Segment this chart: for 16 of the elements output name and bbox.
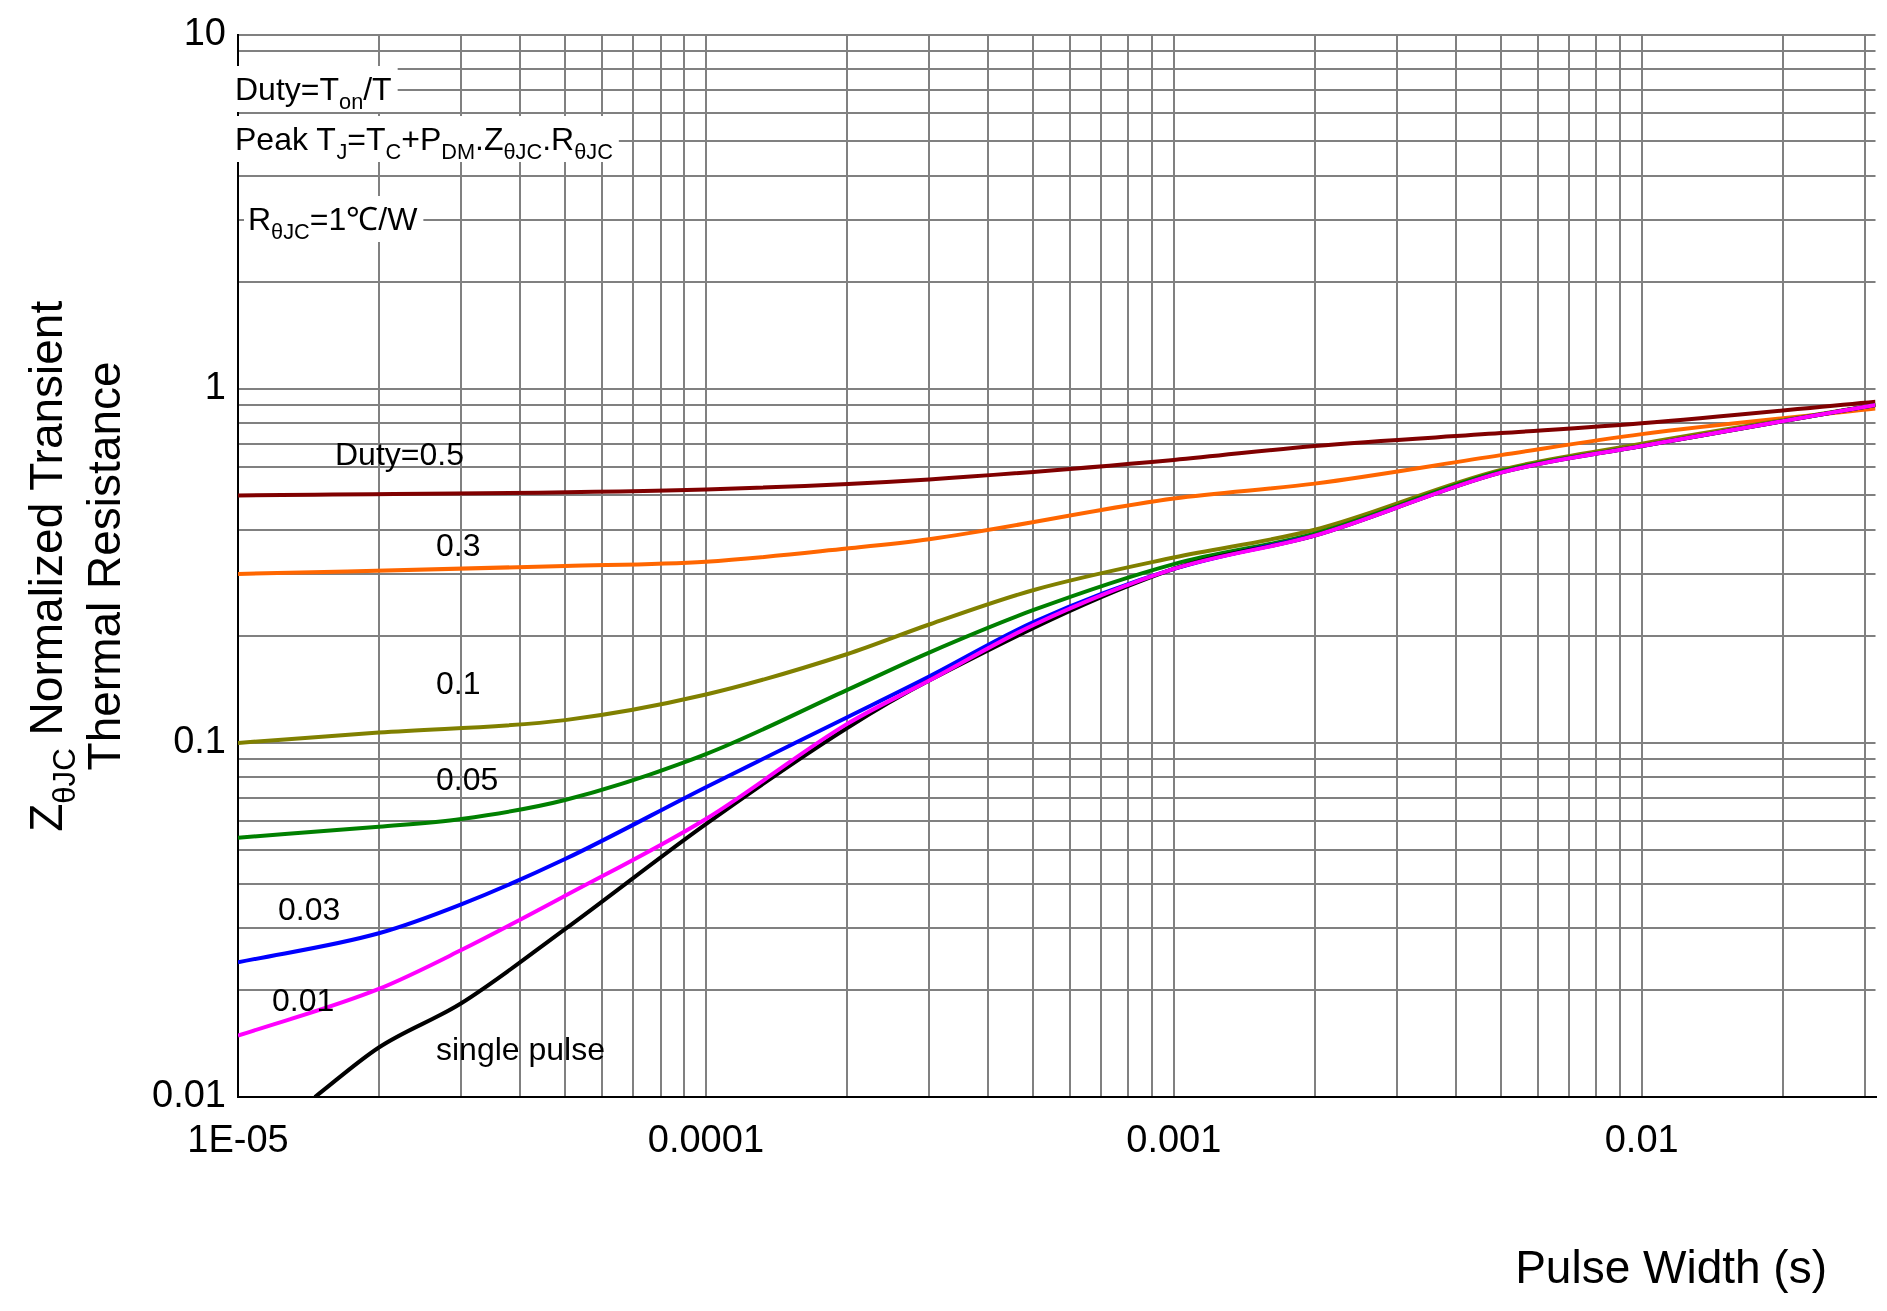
series-label: 0.05 xyxy=(436,761,499,798)
series-label: Duty=0.5 xyxy=(335,436,464,473)
x-tick-label: 1E-05 xyxy=(187,1118,289,1161)
y-tick-label: 0.1 xyxy=(173,719,226,762)
x-tick-label: 0.001 xyxy=(1126,1118,1222,1161)
x-tick-label: 0.0001 xyxy=(647,1118,765,1161)
series-label: 0.01 xyxy=(272,982,335,1019)
series-label: 0.1 xyxy=(436,664,481,701)
x-tick-label: 0.01 xyxy=(1604,1118,1679,1161)
y-tick-label: 10 xyxy=(183,11,226,54)
series-label: 0.3 xyxy=(436,526,481,563)
y-tick-label: 1 xyxy=(204,365,226,408)
y-tick-label: 0.01 xyxy=(152,1073,226,1116)
x-axis-title: Pulse Width (s) xyxy=(1515,1241,1828,1293)
series-label: single pulse xyxy=(436,1030,605,1067)
series-label: 0.03 xyxy=(278,890,341,927)
